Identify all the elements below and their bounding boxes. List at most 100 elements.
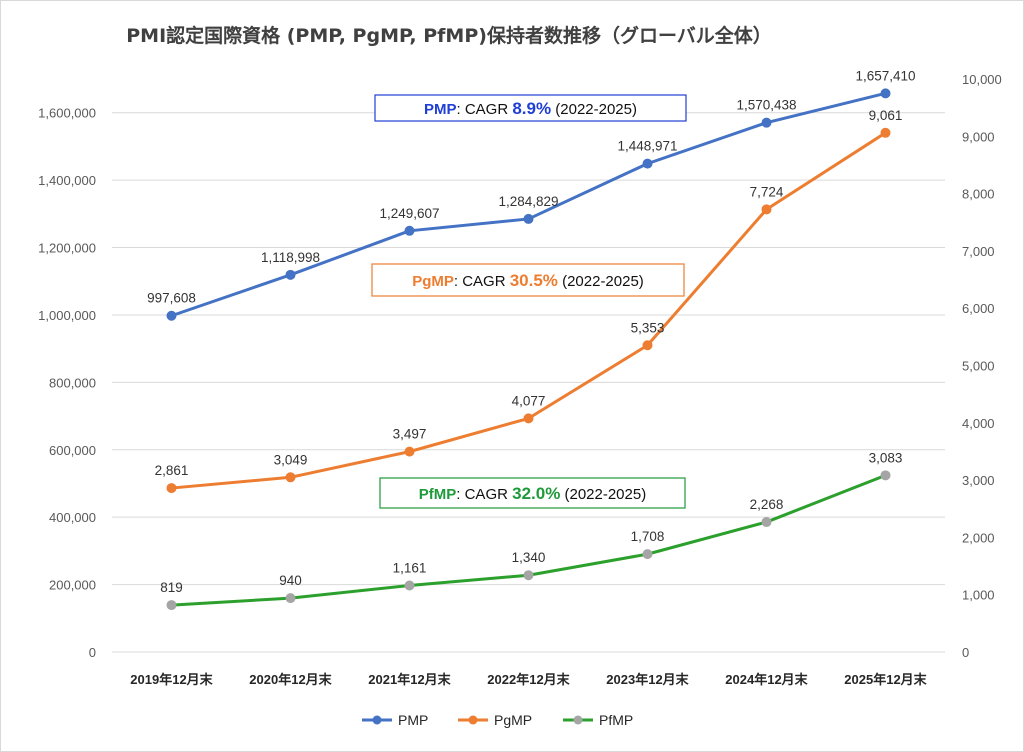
data-point (642, 549, 653, 560)
data-label: 5,353 (631, 320, 665, 335)
data-label: 1,118,998 (261, 250, 320, 265)
legend-label: PMP (398, 712, 428, 728)
right-axis-tick-label: 9,000 (962, 129, 995, 144)
legend-marker (468, 715, 478, 725)
left-axis-tick-label: 600,000 (49, 443, 96, 458)
data-label: 3,049 (274, 452, 308, 467)
data-label: 1,161 (393, 560, 427, 575)
cagr-period: (2022-2025) (551, 101, 637, 118)
right-axis-tick-label: 3,000 (962, 473, 995, 488)
right-axis-tick-label: 2,000 (962, 530, 995, 545)
left-axis-tick-label: 1,200,000 (38, 241, 96, 256)
data-label: 7,724 (750, 184, 784, 199)
data-label: 1,340 (512, 550, 546, 565)
legend-marker (573, 715, 583, 725)
x-axis-category-label: 2020年12月末 (249, 672, 332, 687)
left-axis-tick-label: 0 (89, 645, 96, 660)
data-label: 9,061 (869, 108, 903, 123)
x-axis-category-label: 2023年12月末 (606, 672, 689, 687)
data-point (761, 204, 772, 215)
data-label: 819 (160, 580, 183, 595)
legend-item-pfmp: PfMP (563, 712, 633, 728)
series-pfmp: 819 940 1,161 1,340 1,708 2,268 3,083 (160, 450, 903, 611)
legend-marker (372, 715, 382, 725)
legend-label: PfMP (599, 712, 633, 728)
right-axis-tick-label: 7,000 (962, 244, 995, 259)
data-label: 2,861 (155, 463, 189, 478)
legend-item-pmp: PMP (362, 712, 428, 728)
legend: PMP PgMP PfMP (362, 712, 633, 728)
data-label: 3,083 (869, 450, 903, 465)
left-axis-tick-label: 1,400,000 (38, 173, 96, 188)
right-axis-tick-label: 5,000 (962, 359, 995, 374)
left-axis-tick-label: 200,000 (49, 578, 96, 593)
data-point (285, 472, 296, 483)
legend-label: PgMP (494, 712, 532, 728)
cagr-value: 32.0% (512, 484, 560, 503)
data-point (166, 310, 177, 321)
x-axis-category-label: 2025年12月末 (844, 672, 927, 687)
right-axis-ticks: 0 1,000 2,000 3,000 4,000 5,000 6,000 7,000 8,00… (962, 72, 1002, 660)
left-axis-ticks: 0 200,000 400,000 600,000 800,000 1,000,000 1,… (38, 106, 96, 660)
data-point (523, 213, 534, 224)
right-axis-tick-label: 1,000 (962, 588, 995, 603)
series-layer: 997,608 1,118,998 1,249,607 1,284,829 1,448,… (147, 68, 916, 611)
data-label: 2,268 (750, 497, 784, 512)
x-axis-category-label: 2024年12月末 (725, 672, 808, 687)
left-axis-tick-label: 1,600,000 (38, 106, 96, 121)
cagr-period: (2022-2025) (560, 486, 646, 503)
right-axis-tick-label: 4,000 (962, 416, 995, 431)
right-axis-tick-label: 8,000 (962, 187, 995, 202)
data-point (880, 127, 891, 138)
cagr-prefix: : CAGR (456, 486, 512, 503)
data-point (880, 470, 891, 481)
data-label: 1,708 (631, 529, 665, 544)
data-point (285, 269, 296, 280)
data-label: 3,497 (393, 427, 427, 442)
cagr-text: PgMP: CAGR 30.5% (2022-2025) (412, 271, 644, 290)
data-point (285, 593, 296, 604)
cagr-annotations: PMP: CAGR 8.9% (2022-2025)PgMP: CAGR 30.… (371, 94, 687, 509)
x-axis-categories: 2019年12月末 2020年12月末 2021年12月末 2022年12月末 2023… (130, 672, 927, 687)
data-label: 1,448,971 (617, 139, 677, 154)
data-point (166, 600, 177, 611)
left-axis-tick-label: 800,000 (49, 375, 96, 390)
cagr-value: 30.5% (510, 271, 558, 290)
data-point (880, 88, 891, 99)
data-label: 1,284,829 (498, 194, 558, 209)
cagr-box (374, 94, 687, 122)
left-axis-tick-label: 400,000 (49, 510, 96, 525)
cagr-text: PMP: CAGR 8.9% (2022-2025) (424, 99, 637, 118)
cagr-box (371, 263, 685, 297)
data-label: 1,570,438 (736, 98, 796, 113)
right-axis-tick-label: 6,000 (962, 301, 995, 316)
cagr-series-name: PgMP (412, 273, 454, 290)
x-axis-category-label: 2022年12月末 (487, 672, 570, 687)
data-point (761, 517, 772, 528)
data-point (404, 580, 415, 591)
left-axis-tick-label: 1,000,000 (38, 308, 96, 323)
data-label: 940 (279, 573, 302, 588)
data-point (761, 117, 772, 128)
series-pgmp: 2,861 3,049 3,497 4,077 5,353 7,724 9,061 (155, 108, 903, 494)
data-point (166, 483, 177, 494)
data-label: 1,249,607 (379, 206, 439, 221)
right-axis-tick-label: 0 (962, 645, 969, 660)
data-point (404, 225, 415, 236)
data-label: 997,608 (147, 291, 196, 306)
data-point (404, 446, 415, 457)
cagr-period: (2022-2025) (558, 273, 644, 290)
cagr-series-name: PfMP (419, 486, 457, 503)
cagr-box (379, 477, 686, 509)
cagr-text: PfMP: CAGR 32.0% (2022-2025) (419, 484, 646, 503)
chart-title: PMI認定国際資格 (PMP, PgMP, PfMP)保持者数推移（グローバル全… (126, 24, 772, 47)
x-axis-category-label: 2019年12月末 (130, 672, 213, 687)
legend-item-pgmp: PgMP (458, 712, 532, 728)
cagr-series-name: PMP (424, 101, 457, 118)
x-axis-category-label: 2021年12月末 (368, 672, 451, 687)
right-axis-tick-label: 10,000 (962, 72, 1002, 87)
cagr-prefix: : CAGR (454, 273, 510, 290)
